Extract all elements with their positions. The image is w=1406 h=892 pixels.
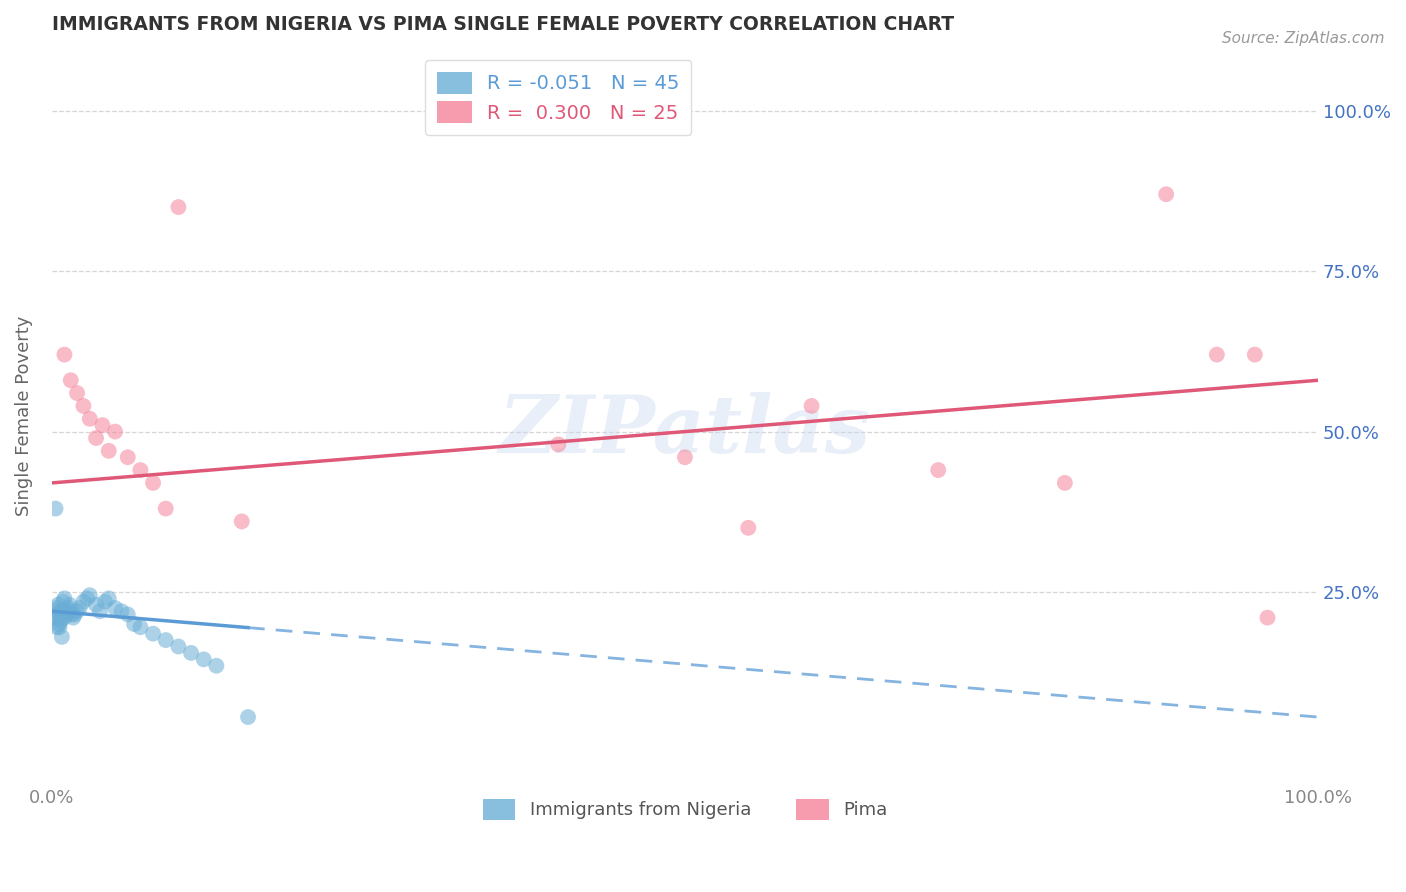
Point (72, 594, 94, 608)
Point (49, 606, 72, 620)
Point (155, 501, 177, 516)
Point (180, 646, 202, 660)
Point (60, 607, 83, 622)
Point (69, 601, 91, 615)
Point (205, 658, 228, 673)
Point (53, 610, 76, 624)
Point (122, 617, 145, 632)
Point (45, 610, 67, 624)
Point (52, 594, 75, 608)
Point (97, 443, 120, 458)
Point (110, 604, 132, 618)
Y-axis label: Single Female Poverty: Single Female Poverty (15, 316, 32, 516)
Point (76, 591, 98, 606)
Text: Source: ZipAtlas.com: Source: ZipAtlas.com (1222, 31, 1385, 46)
Point (800, 399, 823, 413)
Point (45, 620, 67, 634)
Point (673, 450, 696, 465)
Point (84, 431, 107, 445)
Point (231, 515, 253, 529)
Point (142, 475, 165, 490)
Point (62, 610, 84, 624)
Point (51, 603, 73, 617)
Point (58, 601, 80, 615)
Point (59, 604, 82, 618)
Point (1053, 475, 1076, 490)
Point (737, 521, 759, 535)
Point (117, 450, 139, 465)
Point (129, 463, 152, 477)
Point (63, 607, 86, 622)
Point (142, 626, 165, 640)
Point (91, 418, 114, 433)
Point (45, 501, 67, 516)
Point (1205, 348, 1227, 362)
Legend: Immigrants from Nigeria, Pima: Immigrants from Nigeria, Pima (475, 792, 894, 827)
Point (59, 373, 82, 387)
Point (129, 620, 152, 634)
Point (66, 604, 89, 618)
Point (58, 598, 80, 612)
Point (48, 617, 70, 632)
Point (1243, 348, 1265, 362)
Point (167, 200, 190, 214)
Point (56, 607, 79, 622)
Point (44, 604, 66, 618)
Text: IMMIGRANTS FROM NIGERIA VS PIMA SINGLE FEMALE POVERTY CORRELATION CHART: IMMIGRANTS FROM NIGERIA VS PIMA SINGLE F… (52, 15, 953, 34)
Point (236, 710, 259, 724)
Point (45, 601, 67, 615)
Point (46, 598, 69, 612)
Point (104, 425, 127, 439)
Point (117, 607, 139, 622)
Point (167, 640, 190, 654)
Point (46, 607, 69, 622)
Point (66, 386, 89, 401)
Point (51, 630, 73, 644)
Point (49, 614, 72, 628)
Point (53, 348, 76, 362)
Point (53, 591, 76, 606)
Point (547, 437, 569, 451)
Point (84, 598, 107, 612)
Point (79, 588, 101, 602)
Point (72, 399, 94, 413)
Point (155, 633, 177, 648)
Point (48, 620, 70, 634)
Point (97, 591, 120, 606)
Point (104, 601, 127, 615)
Point (79, 411, 101, 425)
Point (89, 604, 111, 618)
Point (193, 652, 215, 666)
Point (1256, 610, 1278, 624)
Text: ZIPatlas: ZIPatlas (499, 392, 870, 469)
Point (94, 594, 117, 608)
Point (55, 604, 77, 618)
Point (1154, 187, 1177, 202)
Point (927, 463, 949, 477)
